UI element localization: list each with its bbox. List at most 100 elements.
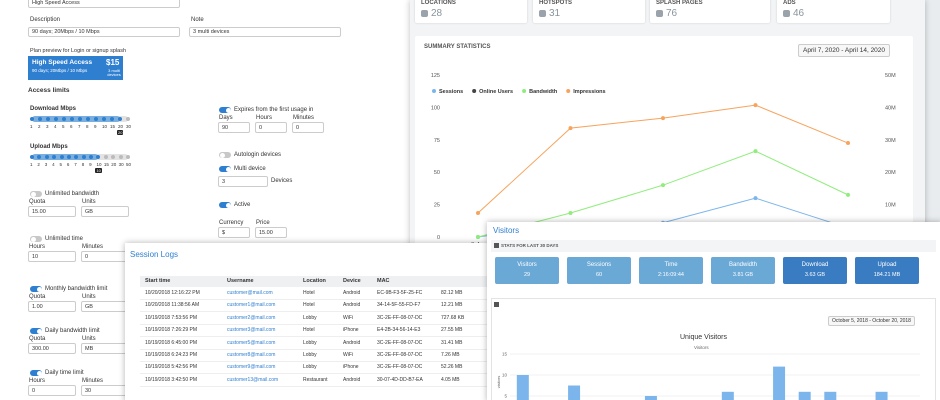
note-input[interactable]: 3 multi devices [189,27,341,37]
stat-card: Download 3.63 GB [783,257,847,284]
slider-fill [32,154,99,160]
field-label: Minutes [82,378,104,384]
devices-suffix: Devices [271,178,293,184]
plan-preview[interactable]: High Speed Access 90 days; 20Mbps / 10 Mb… [28,56,123,80]
table-cell: 12.21 MB [441,302,463,309]
slider-scale-label: 30 [118,162,124,167]
chart-box [491,298,936,400]
table-cell: WiFi [343,314,353,321]
field-input[interactable]: 0 [81,251,129,262]
toggle[interactable] [30,191,42,197]
toggle[interactable] [30,236,42,242]
field-input[interactable]: 10 [28,251,76,262]
table-cell: Android [343,302,361,309]
stat-label: Upload [877,262,897,268]
table-cell: WiFi [343,352,353,358]
legend-label: Bandwidth [529,89,558,95]
stat-value: 60 [595,272,603,278]
slider-scale-label: 30 [126,124,132,129]
row-divider [140,323,490,325]
stat-label: LOCATIONS [421,0,456,6]
row-divider [140,299,490,300]
table-cell: 10/19/2018 7:26:29 PM [145,327,197,334]
bar [721,391,734,400]
toggle-label: Daily bandwidth limit [45,327,100,334]
slider-scale-label: 50 [126,162,132,167]
toggle[interactable] [219,152,231,158]
table-cell: customer@mail.com [227,290,273,296]
toggle-label: Autologin devices [234,151,282,158]
toggle[interactable] [30,370,42,376]
toggle-knob [36,370,42,376]
toggle[interactable] [219,202,231,208]
y-axis-label: visitors [496,376,501,388]
slider-dot [30,155,34,159]
panel-title: Session Logs [130,250,179,259]
series-point [661,183,665,188]
series-point [753,103,758,108]
field-input[interactable]: 0 [292,122,324,133]
slider-dot [66,155,71,159]
date-range[interactable]: April 7, 2020 - April 14, 2020 [798,44,891,57]
preview-devices: 3 multi devices [107,68,121,77]
slider-scale-label: 9 [94,124,97,129]
field-label: Units [82,294,96,300]
y-tick-label: 5 [504,394,507,399]
table-cell: 7.26 MB [441,352,460,358]
stat-card: Time 2:16:09:44 [639,257,703,284]
slider-dot [86,117,90,121]
table-cell: 727.68 KB [441,314,465,321]
legend-swatch [432,89,436,93]
y-tick-label: 15 [502,352,508,357]
description-input[interactable]: 90 days; 20Mbps / 10 Mbps [28,27,180,37]
panel-title: Visitors [493,226,520,235]
table-cell: 4.05 MB [441,376,460,383]
toggle[interactable] [30,328,42,334]
field-input[interactable]: 300.00 [28,343,76,354]
name-input[interactable]: High Speed Access [28,0,180,8]
field-input[interactable]: 0 [28,385,76,396]
y2-tick-label: 20M [885,170,896,176]
field-input[interactable]: 0 [255,122,287,133]
slider-scale-label: 6 [70,124,73,129]
table-cell: 10/20/2018 12:16:22 PM [145,290,200,296]
stat-value: 184.21 MB [873,272,901,278]
field-label: Description [30,17,61,23]
subheader-icon [494,243,499,248]
table-cell: Hotel [303,302,315,309]
toggle-label: Expires from the first usage in [234,106,314,113]
field-input[interactable]: MB [81,343,129,354]
slider-dot [30,117,34,121]
preview-subtitle: 90 days; 20Mbps / 10 Mbps [32,68,88,73]
toggle[interactable] [30,286,42,292]
field-label: Hours [256,115,273,121]
stat-label: Sessions [586,262,612,268]
field-input[interactable]: 30 [81,385,129,396]
field-label: Units [82,199,96,205]
legend-swatch [472,89,477,93]
row-divider [140,373,490,375]
field-input[interactable]: 15.00 [28,206,76,217]
field-label: Minutes [82,244,104,250]
field-input[interactable]: 1.00 [28,301,76,312]
field-input[interactable]: $ [218,227,250,238]
devices-input[interactable]: 3 [218,176,268,187]
summary-chart: 0255075100125010M20M30M40M50M7. AprSessi… [431,73,896,248]
legend-label: Online Users [479,89,513,95]
field-input[interactable]: GB [81,206,129,217]
toggle[interactable] [219,166,231,172]
table-cell: Lobby [303,314,317,321]
preview-price: $15 [106,58,120,67]
field-input[interactable]: 15.00 [255,227,287,238]
stat-icon [783,10,790,17]
stat-value: 3.81 GB [732,272,754,278]
field-input[interactable]: 90 [218,122,250,133]
toggle-knob [225,166,231,172]
field-label: Price [256,220,270,226]
date-range[interactable]: October 5, 2018 - October 20, 2018 [828,316,915,326]
field-input[interactable]: GB [81,301,129,312]
summary-title: SUMMARY STATISTICS [424,44,491,50]
toggle[interactable] [219,107,231,113]
toggle-knob [219,152,225,158]
